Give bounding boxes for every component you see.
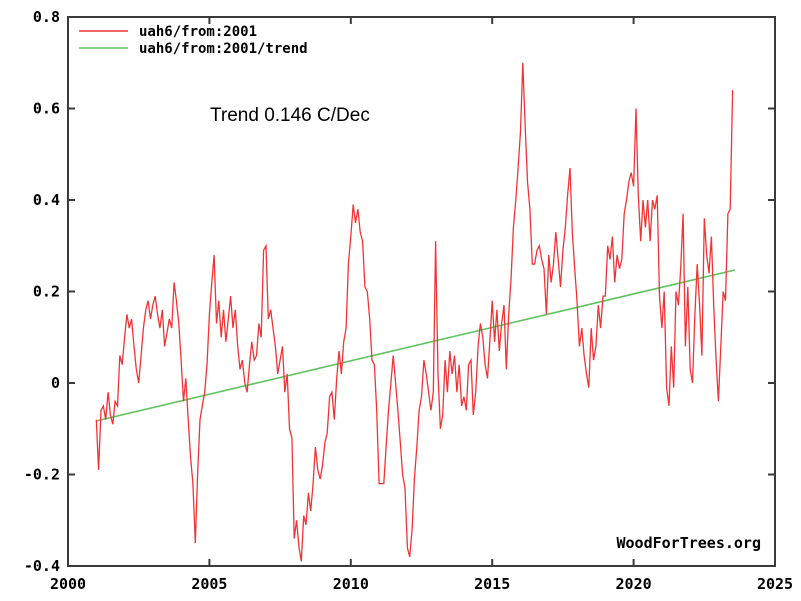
x-axis: 2000 2005 2010 2015 2020 2025 — [50, 17, 793, 593]
uah6-series-line — [95, 62, 734, 562]
x-tick-label: 2020 — [616, 575, 652, 593]
y-axis: -0.4 -0.2 0 0.2 0.4 0.6 0.8 — [24, 8, 775, 575]
y-tick-label: 0 — [51, 374, 60, 392]
y-tick-label: 0.4 — [33, 191, 60, 209]
y-tick-label: -0.4 — [24, 557, 60, 575]
legend-label-trend: uah6/from:2001/trend — [139, 41, 308, 57]
plot-border — [67, 16, 776, 567]
y-tick-label: 0.8 — [33, 8, 60, 26]
y-tick-label: 0.6 — [33, 100, 60, 118]
x-tick-label: 2005 — [191, 575, 227, 593]
x-tick-label: 2000 — [50, 575, 86, 593]
x-tick-label: 2010 — [333, 575, 369, 593]
y-tick-label: -0.2 — [24, 466, 60, 484]
trend-annotation: Trend 0.146 C/Dec — [210, 105, 370, 126]
x-tick-label: 2025 — [757, 575, 793, 593]
x-tick-label: 2015 — [474, 575, 510, 593]
watermark: WoodForTrees.org — [617, 534, 762, 552]
legend: uah6/from:2001 uah6/from:2001/trend — [79, 24, 308, 57]
y-tick-label: 0.2 — [33, 283, 60, 301]
trend-line — [96, 269, 736, 422]
legend-label-uah6: uah6/from:2001 — [139, 24, 257, 40]
